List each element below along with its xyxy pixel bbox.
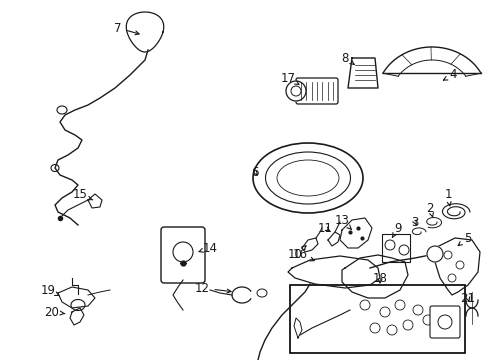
Text: 19: 19	[41, 284, 59, 297]
Ellipse shape	[276, 160, 338, 196]
Text: 1: 1	[443, 189, 451, 206]
Circle shape	[394, 300, 404, 310]
Polygon shape	[341, 255, 407, 298]
Polygon shape	[434, 238, 479, 295]
Text: 14: 14	[199, 242, 217, 255]
Text: 13: 13	[334, 213, 351, 229]
Circle shape	[285, 81, 305, 101]
Polygon shape	[347, 58, 377, 88]
Circle shape	[443, 251, 451, 259]
Text: 15: 15	[72, 189, 93, 202]
FancyBboxPatch shape	[429, 306, 459, 338]
Text: 9: 9	[391, 221, 401, 237]
Text: 6: 6	[251, 166, 258, 179]
Text: 11: 11	[317, 221, 332, 234]
Text: 12: 12	[194, 282, 230, 294]
Circle shape	[402, 320, 412, 330]
Text: 2: 2	[426, 202, 433, 217]
Text: 5: 5	[457, 231, 471, 246]
Text: 7: 7	[114, 22, 139, 35]
Text: 17: 17	[280, 72, 298, 85]
FancyBboxPatch shape	[161, 227, 204, 283]
Text: 21: 21	[460, 292, 474, 305]
FancyBboxPatch shape	[295, 78, 337, 104]
Circle shape	[379, 307, 389, 317]
Circle shape	[455, 261, 463, 269]
Polygon shape	[339, 218, 371, 248]
Ellipse shape	[265, 152, 350, 204]
Text: 3: 3	[410, 216, 418, 229]
Circle shape	[384, 240, 394, 250]
Circle shape	[439, 310, 449, 320]
Polygon shape	[287, 256, 379, 288]
Polygon shape	[58, 287, 95, 308]
Polygon shape	[302, 238, 317, 252]
Circle shape	[359, 300, 369, 310]
Circle shape	[426, 246, 442, 262]
Circle shape	[447, 274, 455, 282]
Text: 10: 10	[287, 246, 305, 261]
Polygon shape	[327, 232, 339, 246]
Circle shape	[398, 245, 408, 255]
Text: 4: 4	[443, 68, 456, 81]
Circle shape	[173, 242, 193, 262]
Circle shape	[386, 325, 396, 335]
Text: 20: 20	[44, 306, 65, 319]
Ellipse shape	[252, 143, 362, 213]
Polygon shape	[70, 308, 84, 325]
Text: 16: 16	[292, 248, 314, 261]
Circle shape	[437, 315, 451, 329]
Bar	[381, 234, 409, 262]
Circle shape	[369, 323, 379, 333]
Polygon shape	[88, 194, 102, 208]
Bar	[289, 285, 464, 353]
Text: 8: 8	[341, 51, 353, 64]
Text: 18: 18	[372, 271, 386, 284]
Circle shape	[422, 315, 432, 325]
Circle shape	[412, 305, 422, 315]
